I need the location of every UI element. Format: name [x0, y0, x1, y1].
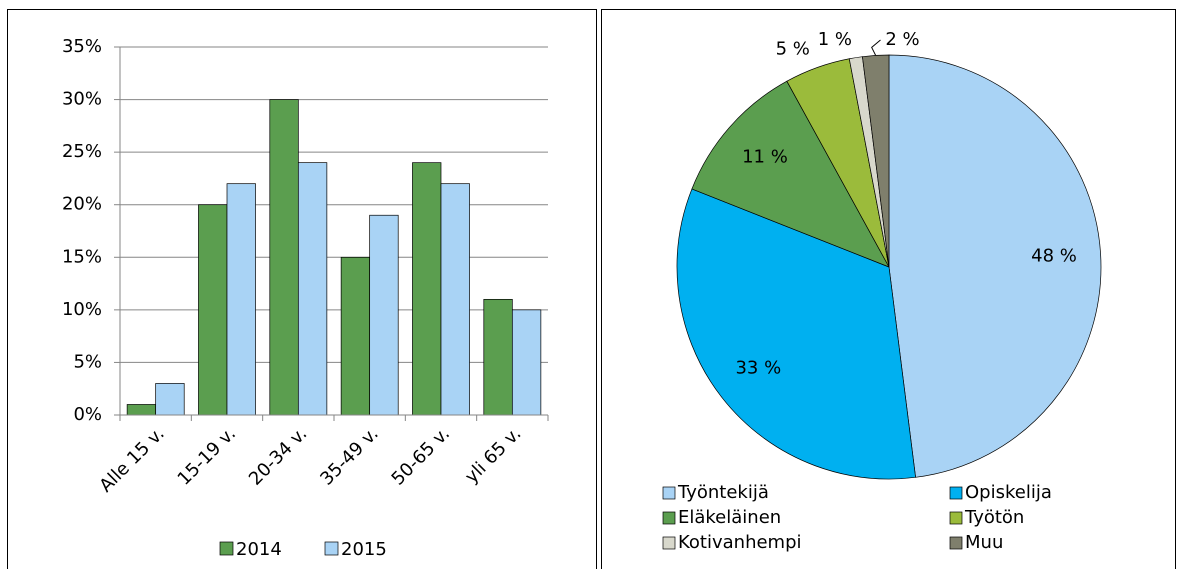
- legend-label: Kotivanhempi: [678, 532, 802, 553]
- x-tick-label: 20-34 v.: [245, 423, 311, 489]
- y-tick-label: 0%: [73, 404, 102, 425]
- right-panel: [601, 9, 1176, 569]
- left-panel: [7, 9, 597, 569]
- y-tick-label: 30%: [62, 89, 102, 110]
- legend-label: 2014: [236, 539, 282, 560]
- pie-slice: [691, 80, 890, 268]
- legend-swatch: [662, 536, 676, 550]
- bar: [440, 183, 470, 416]
- y-tick-label: 20%: [62, 194, 102, 215]
- y-tick-label: 25%: [62, 141, 102, 162]
- x-tick-label: yli 65 v.: [461, 423, 525, 487]
- bar: [483, 298, 513, 416]
- data-label: 48 %: [1031, 246, 1077, 267]
- legend-swatch: [324, 541, 339, 556]
- x-tick-label: Alle 15 v.: [95, 423, 168, 496]
- data-label: 33 %: [735, 357, 781, 378]
- y-tick-label: 10%: [62, 299, 102, 320]
- bar: [511, 309, 542, 416]
- bar: [226, 183, 256, 416]
- legend-swatch: [949, 486, 963, 500]
- bar: [340, 256, 371, 416]
- y-tick-label: 35%: [62, 36, 102, 57]
- legend-label: Työtön: [964, 507, 1024, 528]
- legend-swatch: [949, 511, 963, 525]
- data-label: 11 %: [742, 147, 788, 168]
- pie-slice: [888, 54, 1102, 478]
- y-tick-label: 15%: [62, 246, 102, 267]
- bar: [412, 162, 442, 416]
- legend-label: Opiskelija: [965, 482, 1052, 503]
- legend-label: Muu: [965, 532, 1003, 553]
- legend-label: 2015: [341, 539, 387, 560]
- bar: [198, 204, 228, 416]
- x-tick-label: 15-19 v.: [174, 423, 240, 489]
- pie-slice: [676, 188, 916, 480]
- x-tick-label: 50-65 v.: [388, 423, 454, 489]
- leader-line: [871, 39, 881, 56]
- data-label: 2 %: [885, 29, 919, 50]
- bar: [155, 383, 185, 416]
- data-label: 1 %: [818, 29, 852, 50]
- bar: [297, 162, 328, 416]
- legend-swatch: [949, 536, 963, 550]
- bar: [126, 404, 157, 416]
- y-tick-label: 5%: [73, 351, 102, 372]
- bar: [369, 214, 399, 416]
- legend-swatch: [219, 541, 234, 556]
- legend-swatch: [662, 511, 676, 525]
- legend-swatch: [662, 486, 676, 500]
- x-tick-label: 35-49 v.: [316, 423, 382, 489]
- legend-label: Eläkeläinen: [678, 507, 781, 528]
- data-label: 5 %: [776, 39, 810, 60]
- bar: [269, 99, 299, 416]
- legend-label: Työntekijä: [677, 482, 769, 503]
